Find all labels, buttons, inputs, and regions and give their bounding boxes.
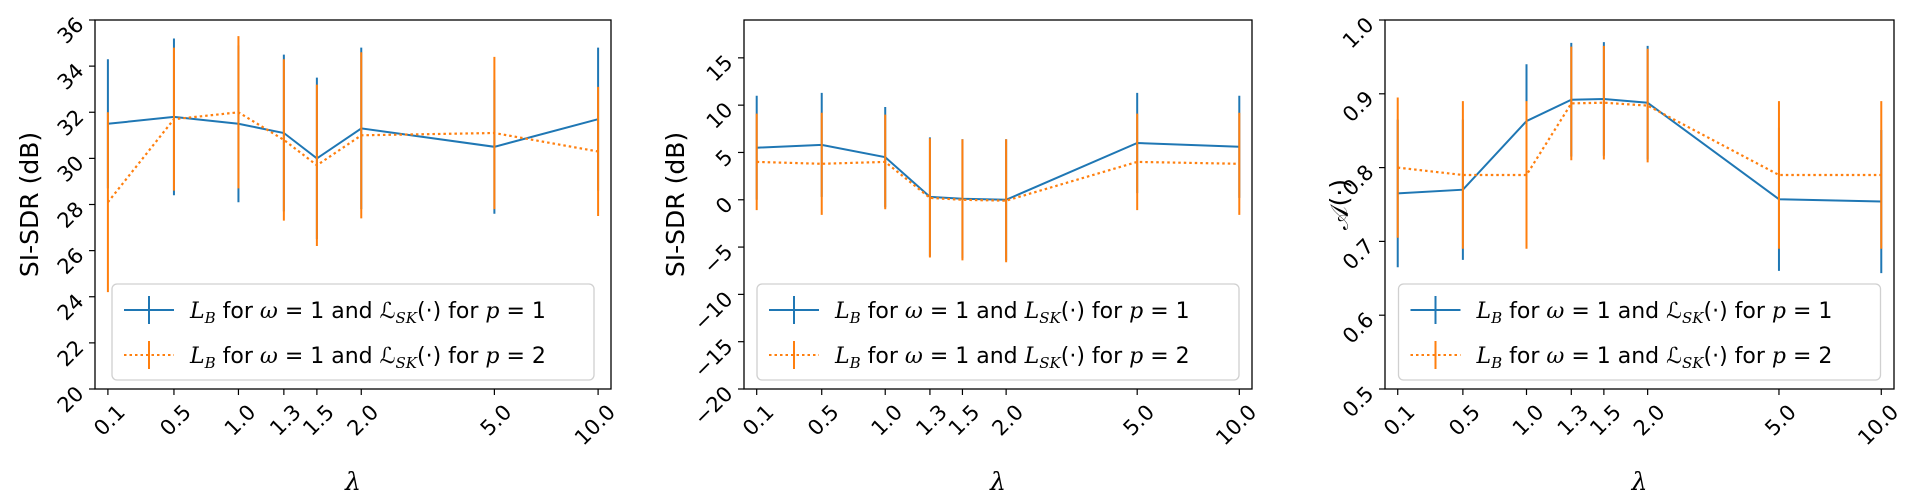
x-tick-label: 1.0: [220, 400, 261, 441]
legend-box: [111, 283, 595, 381]
legend-box: [756, 283, 1240, 381]
axes-frame: [94, 19, 612, 390]
x-tick-label: 10.0: [1853, 400, 1903, 450]
x-tick-label: 0.5: [155, 400, 196, 441]
x-axis-label: λ: [1631, 467, 1648, 496]
y-tick-label: 30: [53, 151, 89, 187]
x-tick-label: 0.1: [738, 400, 779, 441]
series-line-2: [1397, 101, 1882, 177]
legend-label-series-1: LB for ω = 1 and LSK(·) for p = 1: [834, 299, 1190, 327]
x-tick-label: 1.5: [298, 400, 339, 441]
y-tick-label: 15: [702, 50, 738, 86]
x-tick-label: 1.3: [265, 400, 306, 441]
x-tick-label: 2.0: [343, 400, 384, 441]
y-tick-label: −10: [689, 287, 737, 335]
x-tick-label: 0.5: [803, 400, 844, 441]
y-tick-label: 5: [711, 145, 737, 171]
y-tick-label: 34: [53, 59, 89, 95]
y-tick-label: −20: [689, 382, 737, 430]
series-line-2: [107, 111, 599, 203]
axes-frame: [743, 19, 1253, 390]
x-tick-label: 1.0: [867, 400, 908, 441]
legend: LB for ω = 1 and ℒSK(·) for p = 1 LB for …: [1397, 283, 1882, 381]
y-tick-label: 0.7: [1338, 234, 1379, 275]
x-axis-label: λ: [989, 467, 1006, 496]
x-tick-label: 0.5: [1444, 400, 1485, 441]
series-line-2: [756, 160, 1240, 202]
legend: LB for ω = 1 and LSK(·) for p = 1 LB for …: [756, 283, 1240, 381]
y-tick-label: 26: [53, 243, 89, 279]
axes-frame: [1384, 19, 1895, 390]
y-axis-label: SI-SDR (dB): [661, 132, 690, 277]
x-tick-label: 1.5: [1585, 400, 1626, 441]
x-axis-label: λ: [344, 467, 361, 496]
series-line-1: [1397, 97, 1882, 203]
y-tick-label: 28: [53, 197, 89, 233]
legend-label-series-1: LB for ω = 1 and ℒSK(·) for p = 1: [1476, 299, 1833, 327]
x-tick-label: 0.1: [89, 400, 130, 441]
legend: LB for ω = 1 and ℒSK(·) for p = 1 LB for …: [111, 283, 595, 381]
x-tick-label: 10.0: [1211, 400, 1261, 450]
y-tick-label: 1.0: [1338, 13, 1379, 54]
legend-label-series-2: LB for ω = 1 and ℒSK(·) for p = 2: [1476, 344, 1833, 372]
x-tick-label: 0.1: [1379, 400, 1420, 441]
y-tick-label: −15: [689, 334, 737, 382]
y-tick-label: 20: [53, 382, 89, 418]
y-tick-label: 0.9: [1338, 86, 1379, 127]
x-tick-label: 10.0: [570, 400, 620, 450]
y-tick-label: 32: [53, 105, 89, 141]
series-line-1: [107, 115, 599, 160]
x-tick-label: 1.0: [1508, 400, 1549, 441]
x-tick-label: 5.0: [1119, 400, 1160, 441]
x-tick-label: 5.0: [476, 400, 517, 441]
x-tick-label: 2.0: [987, 400, 1028, 441]
legend-label-series-2: LB for ω = 1 and LSK(·) for p = 2: [834, 344, 1190, 372]
y-tick-label: 10: [702, 98, 738, 134]
y-axis-label: 𝒜(·): [1325, 179, 1354, 230]
y-tick-label: 22: [53, 335, 89, 371]
y-tick-label: 0: [711, 192, 737, 218]
x-tick-label: 1.5: [944, 400, 985, 441]
x-tick-label: 5.0: [1760, 400, 1801, 441]
y-axis-label: SI-SDR (dB): [15, 132, 44, 277]
chart-panel-2: 0.1 0.5 1.0 1.31.5 2.0 5.0 10.0−20−15−10−50510…: [661, 19, 1261, 496]
chart-panel-1: 0.1 0.5 1.0 1.31.5 2.0 5.0 10.0 20 22 24 26 28 30 32 3…: [15, 13, 620, 496]
y-tick-label: −5: [699, 240, 738, 279]
legend-label-series-2: LB for ω = 1 and ℒSK(·) for p = 2: [189, 344, 546, 372]
chart-panel-3: 0.1 0.5 1.0 1.31.5 2.0 5.0 10.00.50.60.70.80.9…: [1325, 13, 1903, 496]
y-tick-label: 24: [53, 289, 89, 325]
y-tick-label: 0.5: [1338, 382, 1379, 423]
series-line-1: [756, 141, 1240, 201]
y-tick-label: 0.6: [1338, 308, 1379, 349]
y-tick-label: 36: [53, 13, 89, 49]
legend-box: [1397, 283, 1882, 381]
legend-label-series-1: LB for ω = 1 and ℒSK(·) for p = 1: [189, 299, 546, 327]
x-tick-label: 2.0: [1629, 400, 1670, 441]
